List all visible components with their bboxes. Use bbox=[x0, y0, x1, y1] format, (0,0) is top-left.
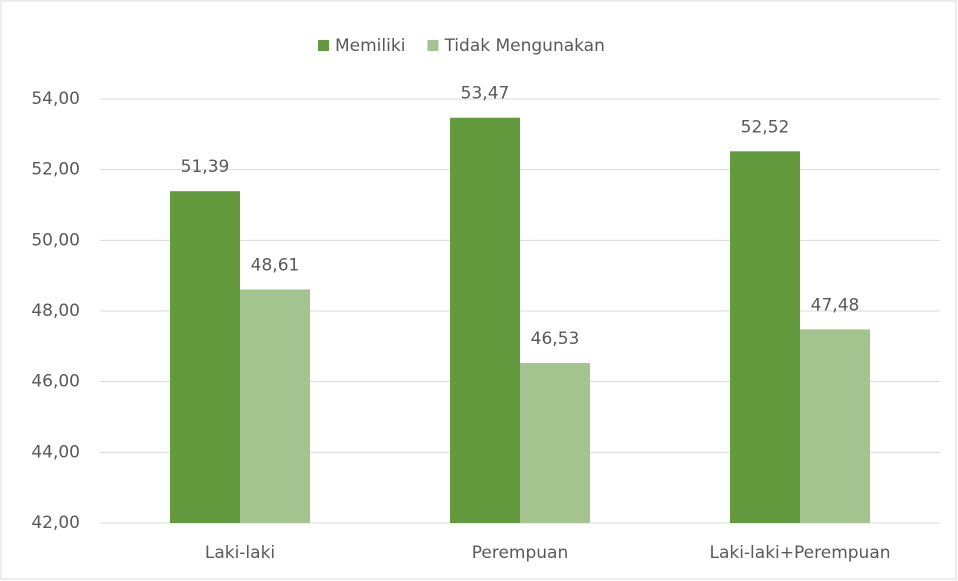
y-tick-label: 46,00 bbox=[31, 372, 80, 392]
data-label: 46,53 bbox=[531, 329, 580, 349]
legend-swatch bbox=[318, 40, 329, 51]
bar bbox=[520, 362, 590, 523]
x-tick-label: Laki-laki bbox=[205, 543, 275, 563]
y-tick-label: 50,00 bbox=[31, 230, 80, 250]
legend-swatch bbox=[427, 40, 439, 51]
data-label: 51,39 bbox=[181, 157, 230, 177]
y-tick-label: 42,00 bbox=[31, 513, 80, 533]
x-tick-label: Perempuan bbox=[472, 543, 569, 563]
y-tick-label: 54,00 bbox=[31, 89, 80, 109]
y-tick-label: 48,00 bbox=[31, 301, 80, 321]
bar bbox=[170, 191, 240, 523]
bar bbox=[730, 151, 800, 523]
y-tick-label: 52,00 bbox=[31, 160, 80, 180]
x-tick-label: Laki-laki+Perempuan bbox=[709, 543, 890, 563]
legend-label: Memiliki bbox=[335, 36, 405, 56]
data-label: 48,61 bbox=[251, 255, 300, 275]
data-label: 47,48 bbox=[811, 295, 860, 315]
y-tick-label: 44,00 bbox=[31, 442, 80, 462]
legend-label: Tidak Mengunakan bbox=[443, 36, 604, 56]
data-label: 52,52 bbox=[741, 117, 790, 137]
bar bbox=[240, 289, 310, 523]
bar bbox=[800, 329, 870, 523]
bar bbox=[450, 117, 520, 523]
data-label: 53,47 bbox=[461, 84, 510, 104]
